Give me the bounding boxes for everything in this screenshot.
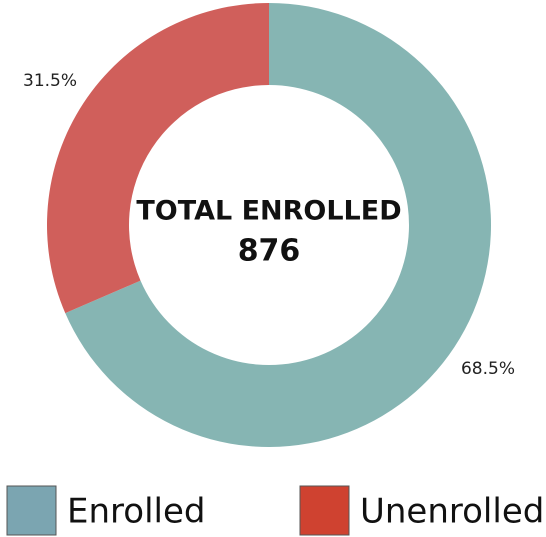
legend-label: Enrolled [67,492,205,532]
center-value: 876 [238,234,301,269]
value-label: 31.5% [23,71,77,91]
value-label: 68.5% [461,359,515,379]
donut-slice [65,3,491,447]
legend-swatch [299,485,350,536]
legend-swatch [6,485,57,536]
donut-slice [46,3,270,314]
legend-label: Unenrolled [360,492,544,532]
center-title: TOTAL ENROLLED [136,196,401,227]
